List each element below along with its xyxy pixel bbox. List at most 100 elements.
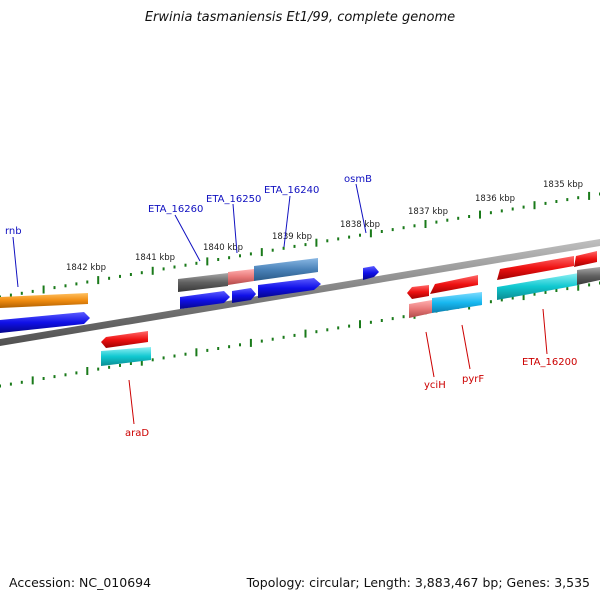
gene-araD-track[interactable] [101, 347, 151, 366]
scale-minor-tick [75, 282, 78, 286]
gene-pyrF-track[interactable] [432, 292, 482, 313]
tick-label-1842: 1842 kbp [66, 263, 106, 273]
scale-minor-tick [64, 284, 67, 288]
gene-ETA_16200-gray[interactable] [577, 267, 600, 285]
scale-minor-tick [140, 271, 143, 275]
gene-yciH-cds[interactable] [407, 285, 429, 299]
scale-minor-tick [588, 283, 591, 287]
gene-label-araD[interactable]: araD [125, 428, 149, 439]
scale-minor-tick [304, 243, 307, 247]
label-leaders [12, 183, 548, 425]
genome-backbone [0, 239, 600, 346]
scale-major-tick [577, 282, 580, 291]
scale-minor-tick [129, 362, 132, 365]
gene-label-pyrF[interactable]: pyrF [462, 374, 484, 385]
scale-minor-tick [271, 337, 274, 341]
scale-minor-tick [217, 258, 220, 261]
gene-ETA_16250-arrow[interactable] [232, 288, 256, 303]
scale-minor-tick [108, 276, 111, 280]
scale-minor-tick [489, 211, 492, 215]
scale-major-tick [533, 201, 536, 210]
gene-rnb-cds[interactable] [0, 293, 88, 308]
scale-minor-tick [195, 261, 198, 265]
scale-major-tick [151, 266, 154, 275]
gene-pyrF-cds[interactable] [430, 275, 478, 294]
gene-label-rnb[interactable]: rnb [5, 226, 22, 237]
scale-minor-tick [348, 235, 351, 239]
scale-minor-tick [239, 343, 241, 347]
gene-label-ETA_16260[interactable]: ETA_16260 [148, 204, 203, 215]
scale-minor-tick [271, 248, 274, 252]
scale-minor-tick [457, 216, 460, 220]
scale-minor-tick [119, 363, 121, 367]
scale-minor-tick [326, 328, 329, 332]
scale-minor-tick [348, 324, 351, 328]
scale-minor-tick [260, 339, 263, 343]
gene-ETA_16200b-cds[interactable] [574, 251, 597, 267]
gene-ETA_16260-cds[interactable] [178, 273, 228, 292]
scale-minor-tick [239, 254, 241, 258]
scale-minor-tick [162, 356, 165, 360]
tick-label-1840: 1840 kbp [203, 243, 243, 253]
scale-minor-tick [9, 382, 12, 386]
gene-label-ETA_16200[interactable]: ETA_16200 [522, 357, 577, 368]
scale-minor-tick [228, 345, 231, 349]
scale-minor-tick [282, 335, 285, 339]
scale-minor-tick [500, 209, 503, 213]
scale-major-tick [522, 292, 525, 301]
scale-minor-tick [184, 352, 187, 356]
scale-minor-tick [75, 371, 78, 375]
scale-major-tick [315, 238, 318, 247]
scale-minor-tick [577, 196, 580, 200]
scale-minor-tick [402, 315, 405, 319]
scale-minor-tick [511, 207, 514, 211]
scale-minor-tick [108, 365, 111, 369]
scale-minor-tick [500, 298, 503, 302]
scale-minor-tick [119, 274, 121, 278]
gene-araD-cds[interactable] [101, 331, 148, 348]
scale-major-tick [479, 210, 481, 219]
gene-label-ETA_16240[interactable]: ETA_16240 [264, 185, 319, 196]
scale-minor-tick [391, 317, 394, 321]
gene-rnb-arrow[interactable] [0, 312, 90, 333]
genome-title: Erwinia tasmaniensis Et1/99, complete ge… [144, 10, 456, 25]
upper-scale-line [0, 191, 600, 299]
scale-minor-tick [217, 347, 220, 350]
scale-major-tick [249, 338, 252, 347]
scale-minor-tick [446, 218, 449, 222]
scale-minor-tick [64, 373, 67, 377]
scale-minor-tick [293, 333, 296, 337]
gene-ETA_16260-arrow[interactable] [180, 291, 230, 309]
scale-minor-tick [162, 267, 165, 271]
gene-ETA_16250-cds[interactable] [228, 269, 254, 285]
tick-label-1841: 1841 kbp [135, 253, 175, 263]
scale-minor-tick [544, 201, 547, 205]
gene-yciH-track[interactable] [409, 300, 432, 318]
scale-minor-tick [249, 252, 252, 256]
gene-label-yciH[interactable]: yciH [424, 380, 446, 391]
gene-ETA_16240-cds[interactable] [254, 258, 318, 281]
scale-minor-tick [228, 256, 231, 260]
tick-label-1838: 1838 kbp [340, 220, 380, 230]
scale-major-tick [31, 376, 34, 385]
scale-minor-tick [468, 215, 471, 218]
scale-major-tick [588, 191, 591, 200]
scale-minor-tick [315, 330, 318, 334]
gene-label-osmB[interactable]: osmB [344, 174, 372, 185]
gene-ETA_16240-arrow[interactable] [258, 278, 321, 298]
scale-major-tick [97, 276, 100, 285]
gene-label-ETA_16250[interactable]: ETA_16250 [206, 194, 261, 205]
scale-major-tick [140, 357, 143, 366]
gene-ETA_16200-cds[interactable] [497, 256, 574, 280]
scale-major-tick [42, 285, 45, 294]
scale-minor-tick [206, 348, 209, 352]
scale-minor-tick [413, 224, 416, 228]
scale-minor-tick [53, 375, 56, 379]
gene-ETA_16200-track[interactable] [497, 273, 579, 300]
scale-minor-tick [380, 230, 383, 233]
scale-minor-tick [566, 198, 569, 202]
scale-minor-tick [282, 246, 285, 250]
scale-minor-tick [184, 263, 187, 267]
gene-osmB-arrow[interactable] [363, 266, 379, 280]
